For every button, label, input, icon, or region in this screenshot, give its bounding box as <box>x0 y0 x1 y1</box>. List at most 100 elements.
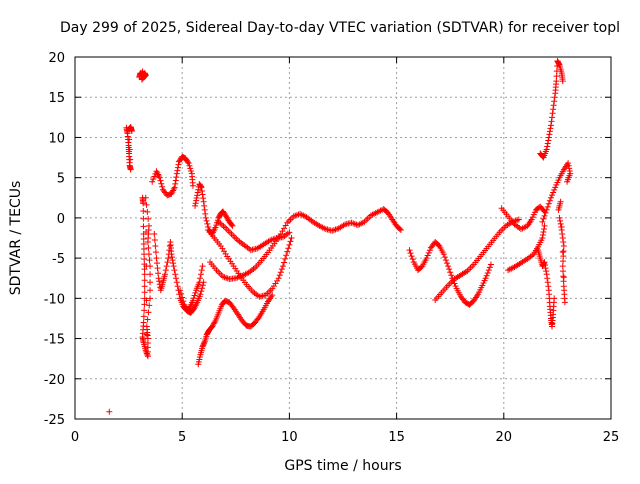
data-point-marker <box>255 315 262 322</box>
data-point-marker <box>168 251 175 258</box>
data-point-marker <box>199 263 206 270</box>
data-point-marker <box>288 235 295 241</box>
data-point-marker <box>553 78 560 85</box>
data-point-marker <box>157 177 164 184</box>
data-point-marker <box>159 183 166 190</box>
series-inner-arc <box>204 226 295 300</box>
data-point-marker <box>203 217 210 224</box>
data-point-marker <box>544 279 551 286</box>
y-tick-label: -15 <box>44 333 65 348</box>
x-tick-label: 25 <box>603 430 620 445</box>
data-point-marker <box>547 125 554 132</box>
data-point-marker <box>550 106 557 113</box>
data-point-marker <box>539 218 546 225</box>
data-point-marker <box>199 282 206 289</box>
data-point-marker <box>127 156 134 163</box>
data-point-marker <box>559 230 566 237</box>
data-point-marker <box>190 295 197 302</box>
data-point-marker <box>143 201 150 208</box>
data-point-marker <box>162 267 169 274</box>
data-point-marker <box>545 134 552 141</box>
data-point-marker <box>145 251 152 258</box>
data-point-marker <box>559 235 566 241</box>
data-point-marker <box>543 206 550 213</box>
data-point-marker <box>424 252 431 259</box>
data-point-marker <box>179 294 186 301</box>
data-point-marker <box>147 295 154 302</box>
data-point-marker <box>164 259 171 266</box>
y-axis-label: SDTVAR / TECUs <box>8 181 24 296</box>
data-point-marker <box>549 110 556 117</box>
data-point-marker <box>146 302 153 309</box>
data-point-marker <box>184 158 191 165</box>
data-point-marker <box>144 316 151 323</box>
data-point-marker <box>549 114 556 121</box>
data-point-marker <box>140 236 147 243</box>
data-point-marker <box>173 275 180 282</box>
data-point-marker <box>149 178 156 185</box>
data-point-marker <box>201 206 208 213</box>
data-point-marker <box>177 287 184 294</box>
data-point-marker <box>442 257 449 264</box>
data-point-marker <box>278 266 285 273</box>
data-point-marker <box>282 255 289 262</box>
data-point-marker <box>147 271 154 278</box>
data-point-marker <box>140 246 147 253</box>
data-point-marker <box>543 271 550 278</box>
data-point-marker <box>174 164 181 171</box>
data-point-marker <box>484 269 491 276</box>
data-point-marker <box>128 128 135 135</box>
data-point-marker <box>547 194 554 201</box>
series-evening-dip <box>406 239 494 308</box>
data-point-marker <box>141 283 148 290</box>
data-point-marker <box>141 277 148 284</box>
data-point-marker <box>140 208 147 215</box>
series-late-spike <box>537 58 566 161</box>
data-point-marker <box>201 339 208 346</box>
data-point-marker <box>169 257 176 264</box>
data-point-marker <box>186 162 193 169</box>
data-point-marker <box>200 195 207 202</box>
data-point-marker <box>127 166 134 173</box>
data-point-marker <box>277 269 284 276</box>
data-point-marker <box>542 265 549 272</box>
data-point-marker <box>144 351 151 358</box>
y-tick-label: -10 <box>44 292 65 307</box>
data-point-marker <box>140 241 147 248</box>
y-tick-label: -25 <box>44 413 65 428</box>
data-point-marker <box>440 251 447 258</box>
data-point-marker <box>539 235 546 241</box>
data-point-marker <box>170 260 177 267</box>
data-point-marker <box>560 273 567 280</box>
data-point-marker <box>153 255 160 262</box>
axis-ticks <box>74 56 612 420</box>
data-point-marker <box>170 263 177 270</box>
data-point-marker <box>560 239 567 246</box>
data-point-marker <box>180 298 187 305</box>
data-point-marker <box>544 140 551 147</box>
x-tick-label: 0 <box>71 430 79 445</box>
data-point-marker <box>285 245 292 252</box>
data-point-marker <box>556 214 563 221</box>
data-point-marker <box>140 313 147 320</box>
data-point-marker <box>178 290 185 297</box>
data-point-marker <box>555 206 562 213</box>
x-tick-label: 20 <box>496 430 513 445</box>
series-irregular-swings <box>192 181 236 237</box>
y-tick-label: -20 <box>44 373 65 388</box>
data-point-marker <box>483 272 490 279</box>
data-point-marker <box>559 263 566 270</box>
data-point-marker <box>195 186 202 193</box>
data-point-marker <box>140 223 147 230</box>
data-point-marker <box>199 285 206 292</box>
y-tick-label: 20 <box>48 51 65 66</box>
data-point-marker <box>175 161 182 168</box>
data-point-marker <box>202 210 209 217</box>
x-tick-label: 5 <box>178 430 186 445</box>
data-point-marker <box>565 160 572 167</box>
data-point-marker <box>426 247 433 254</box>
data-point-marker <box>558 223 565 230</box>
data-point-marker <box>540 215 547 222</box>
data-point-marker <box>155 275 162 282</box>
